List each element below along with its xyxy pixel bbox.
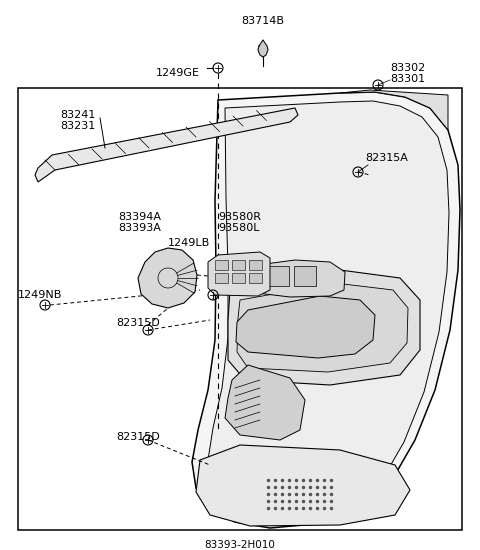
Text: 82315D: 82315D	[116, 432, 160, 442]
Text: 83394A: 83394A	[118, 212, 161, 222]
Text: 83302: 83302	[390, 63, 425, 73]
Text: 83241: 83241	[60, 110, 96, 120]
Bar	[18, 88, 462, 530]
Polygon shape	[208, 252, 270, 296]
Text: 83393A: 83393A	[118, 223, 161, 233]
Polygon shape	[340, 90, 448, 130]
Text: 83393-2H010: 83393-2H010	[204, 540, 276, 550]
Polygon shape	[192, 92, 460, 528]
Bar	[294, 266, 316, 286]
Text: 93580R: 93580R	[218, 212, 261, 222]
Polygon shape	[228, 260, 345, 297]
Text: 83231: 83231	[60, 121, 95, 131]
Polygon shape	[208, 101, 449, 521]
Polygon shape	[258, 40, 268, 57]
Bar	[249, 273, 262, 283]
Text: 1249LB: 1249LB	[168, 238, 210, 248]
Polygon shape	[228, 270, 420, 385]
Bar	[232, 260, 245, 270]
Text: 83714B: 83714B	[241, 16, 285, 26]
Text: 93580L: 93580L	[218, 223, 260, 233]
Bar	[249, 260, 262, 270]
Text: 83301: 83301	[390, 74, 425, 84]
Text: 82315A: 82315A	[365, 153, 408, 163]
Bar	[215, 273, 228, 283]
Polygon shape	[35, 108, 298, 182]
Polygon shape	[236, 296, 375, 358]
Polygon shape	[196, 445, 410, 526]
Text: 1249NB: 1249NB	[18, 290, 62, 300]
Polygon shape	[225, 365, 305, 440]
Polygon shape	[138, 248, 197, 308]
Bar	[240, 266, 262, 286]
Bar	[267, 266, 289, 286]
Text: 1249GE: 1249GE	[156, 68, 200, 78]
Text: 82315D: 82315D	[116, 318, 160, 328]
Bar	[232, 273, 245, 283]
Bar	[215, 260, 228, 270]
Polygon shape	[237, 283, 408, 372]
